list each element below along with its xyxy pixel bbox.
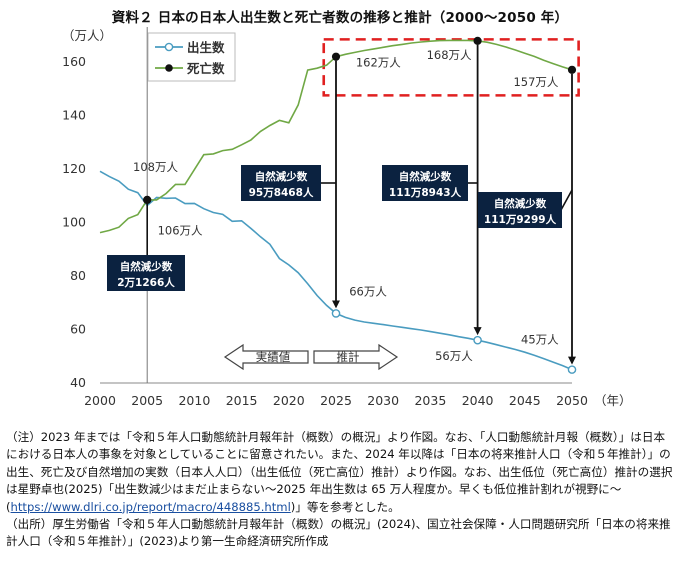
y-tick-label: 160 — [62, 54, 86, 69]
y-tick-label: 140 — [62, 107, 86, 122]
source-paragraph: （出所）厚生労働省「令和５年人口動態統計月報年計（概数）の概況」(2024)、国… — [6, 516, 676, 551]
births-marker — [331, 309, 341, 318]
line-chart: 40 60 80 100 120 140 160 （万人） 2000 2005 2010 2015 20… — [62, 27, 632, 408]
decrease-box-2025 — [241, 165, 321, 201]
y-tick-label: 80 — [70, 268, 86, 283]
note-text-end: )」等を参考とした。 — [290, 499, 400, 514]
forecast-arrow — [313, 343, 399, 371]
x-tick-label: 2005 — [131, 393, 163, 408]
deaths-marker — [567, 65, 577, 74]
x-tick-label: 2030 — [367, 393, 399, 408]
decrease-box-2050 — [478, 192, 562, 228]
x-tick-label: 2025 — [320, 393, 352, 408]
births-marker — [473, 335, 482, 345]
decrease-box-2050-value: 111万9299人 — [484, 213, 557, 226]
highlight-box — [322, 38, 580, 97]
actual-arrow-label: 実績値 — [256, 350, 291, 364]
legend-deaths-marker — [165, 64, 173, 72]
births-label-2025: 66万人 — [349, 284, 387, 298]
decrease-box-2050-pointer — [560, 189, 573, 211]
births-label-2040: 56万人 — [435, 349, 473, 363]
legend-box — [147, 32, 236, 82]
decrease-box-2025-value: 95万8468人 — [249, 186, 314, 199]
x-tick-label: 2035 — [414, 393, 446, 408]
y-tick-label: 120 — [62, 161, 86, 176]
y-axis-label: （万人） — [62, 28, 112, 43]
y-tick-label: 60 — [70, 321, 86, 336]
source-label: （出所） — [6, 517, 53, 532]
legend-deaths-label: 死亡数 — [186, 61, 225, 76]
decrease-box-2040-value: 111万8943人 — [389, 186, 462, 199]
x-tick-label: 2040 — [462, 393, 494, 408]
y-tick-label: 40 — [70, 375, 86, 390]
deaths-marker — [331, 52, 341, 61]
chart-title: 資料２ 日本の日本人出生数と死亡者数の推移と推計（2000～2050 年） — [111, 10, 569, 26]
decrease-box-2050-title: 自然減少数 — [494, 197, 547, 210]
legend-births-marker — [164, 42, 174, 52]
y-tick-label: 100 — [62, 214, 86, 229]
births-label-2050: 45万人 — [521, 333, 559, 347]
decrease-box-2025-title: 自然減少数 — [255, 170, 308, 183]
forecast-arrow-label: 推計 — [337, 350, 360, 364]
deaths-label-2050: 157万人 — [513, 75, 558, 89]
x-axis-label: （年） — [594, 393, 632, 408]
actual-arrow — [223, 343, 309, 371]
deaths-marker — [473, 36, 482, 45]
decrease-box-2005 — [107, 255, 185, 291]
decrease-box-2005-title: 自然減少数 — [120, 260, 173, 273]
decrease-box-2005-value: 2万1266人 — [117, 276, 175, 289]
report-link[interactable]: https://www.dlri.co.jp/report/macro/4488… — [10, 499, 291, 514]
births-marker — [567, 365, 577, 374]
notes-section: （注）2023 年までは「令和５年人口動態統計月報年計（概数）の概況」より作図。… — [6, 429, 676, 551]
deaths-label-2005: 108万人 — [133, 160, 178, 174]
x-tick-label: 2015 — [226, 393, 258, 408]
x-tick-label: 2050 — [556, 393, 588, 408]
x-tick-label: 2045 — [509, 393, 541, 408]
births-label-2005: 106万人 — [158, 224, 203, 238]
decrease-box-2040-title: 自然減少数 — [399, 170, 452, 183]
decrease-box-2040 — [382, 165, 468, 201]
source-text: 厚生労働省「令和５年人口動態統計月報年計（概数）の概況」(2024)、国立社会保… — [6, 517, 671, 549]
note-paragraph: （注）2023 年までは「令和５年人口動態統計月報年計（概数）の概況」より作図。… — [6, 429, 676, 516]
note-text: 2023 年までは「令和５年人口動態統計月報年計（概数）の概況」より作図。なお、… — [6, 430, 673, 514]
legend-births-label: 出生数 — [187, 40, 225, 55]
x-tick-label: 2000 — [84, 393, 116, 408]
deaths-label-2025: 162万人 — [356, 56, 401, 70]
x-tick-label: 2010 — [178, 393, 210, 408]
note-label: （注） — [6, 430, 41, 444]
deaths-label-2040: 168万人 — [427, 48, 472, 62]
x-tick-label: 2020 — [273, 393, 305, 408]
